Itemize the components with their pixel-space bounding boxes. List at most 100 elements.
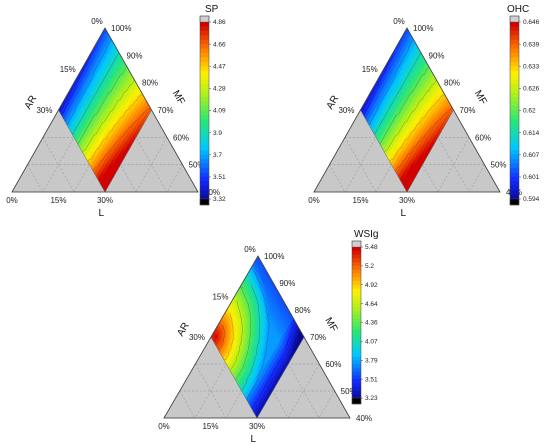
- contour-line: [77, 66, 127, 145]
- bottom-axis-title: L: [250, 434, 256, 444]
- grid-line: [287, 363, 320, 419]
- colorbar-swatch: [200, 145, 209, 151]
- colorbar-swatch: [352, 352, 361, 357]
- right-tick-label: 70%: [460, 106, 476, 115]
- right-axis-title: MF: [322, 316, 339, 334]
- colorbar-swatch: [200, 101, 209, 107]
- colorbar-swatch: [510, 119, 519, 125]
- apex-tick-label: 0%: [244, 245, 256, 254]
- right-tick-label: 100%: [111, 24, 131, 33]
- ternary-frame: [313, 27, 501, 193]
- colorbar-swatch: [510, 194, 519, 200]
- colorbar-swatch: [352, 367, 361, 373]
- contour-line: [368, 38, 414, 126]
- colorbar-swatch: [200, 83, 209, 89]
- grid-line: [318, 390, 335, 419]
- colorbar-swatch: [200, 141, 209, 147]
- contour-fill: [58, 27, 152, 193]
- contour-line: [72, 52, 120, 135]
- right-tick-label: 50%: [341, 387, 357, 396]
- colorbar-swatch: [510, 154, 519, 160]
- colorbar-swatch: [510, 132, 519, 138]
- colorbar: 0.646 0.639 0.633 0.626 0.62 0.614 0.607 0.601 0…: [507, 4, 540, 206]
- colorbar-swatch: [510, 26, 519, 32]
- colorbar-swatch: [352, 371, 361, 376]
- colorbar-title: OHC: [507, 4, 529, 15]
- colorbar-swatch: [510, 110, 519, 116]
- colorbar-swatch: [200, 132, 209, 138]
- colorbar-tick-label: 0.601: [523, 174, 540, 181]
- colorbar-title: WSIg: [354, 229, 378, 240]
- colorbar-tick-label: 0.639: [523, 41, 540, 48]
- colorbar-swatch: [510, 35, 519, 41]
- colorbar-overflow: [199, 15, 210, 23]
- colorbar-underflow: [199, 198, 210, 206]
- colorbar-swatch: [352, 292, 361, 297]
- contour-line: [395, 107, 453, 172]
- colorbar-tick-label: 3.51: [365, 376, 378, 383]
- right-tick-label: 80%: [295, 306, 311, 315]
- colorbar-swatch: [352, 360, 361, 365]
- colorbar-swatch: [510, 150, 519, 156]
- colorbar-swatch: [510, 101, 519, 107]
- right-tick-label: 50%: [189, 161, 205, 170]
- colorbar-tick-label: 0.633: [523, 63, 540, 70]
- contour-lines: [218, 270, 295, 409]
- colorbar-swatch: [200, 70, 209, 76]
- right-tick-label: 100%: [264, 252, 284, 261]
- ternary-frame: [11, 27, 199, 193]
- colorbar-swatch: [352, 341, 361, 346]
- bottom-tick-label: 30%: [399, 196, 415, 205]
- contour-fill: [210, 255, 305, 419]
- colorbar-swatch: [352, 303, 361, 308]
- colorbar-swatch: [510, 168, 519, 173]
- colorbar-swatch: [352, 265, 361, 271]
- colorbar-swatch: [352, 311, 361, 316]
- colorbar: 4.86 4.66 4.47 4.28 4.09 3.9 3.7 3.51 3.32 SP: [199, 4, 226, 206]
- colorbar-swatch: [510, 97, 519, 103]
- colorbar-swatch: [352, 345, 361, 350]
- colorbar-swatch: [200, 181, 209, 187]
- colorbar-tick-label: 5.48: [365, 244, 378, 251]
- right-tick-label: 80%: [444, 79, 460, 88]
- colorbar-swatch: [510, 88, 519, 94]
- right-tick-label: 40%: [204, 188, 220, 197]
- colorbar-tick-label: 3.7: [213, 152, 222, 159]
- right-tick-label: 90%: [279, 279, 295, 288]
- colorbar-swatch: [352, 382, 361, 388]
- contour-fill: [360, 27, 454, 193]
- colorbar-tick-label: 4.36: [365, 320, 378, 327]
- colorbar-swatch: [352, 330, 361, 335]
- bottom-tick-label: 0%: [158, 422, 170, 431]
- colorbar-swatch: [200, 57, 209, 63]
- colorbar-swatch: [200, 30, 209, 36]
- colorbar-swatch: [352, 356, 361, 361]
- apex-tick-label: 0%: [91, 17, 103, 26]
- colorbar-overflow: [509, 15, 520, 23]
- contour-line: [235, 285, 252, 381]
- colorbar-swatch: [200, 110, 209, 116]
- colorbar-title: SP: [205, 4, 219, 15]
- bottom-axis-title: L: [400, 208, 406, 219]
- left-tick-label: 15%: [362, 65, 378, 74]
- colorbar-swatch: [200, 26, 209, 32]
- colorbar-swatch: [352, 318, 361, 324]
- colorbar-tick-label: 0.607: [523, 152, 540, 159]
- grid-line: [42, 137, 75, 193]
- colorbar: 5.48 5.2 4.92 4.64 4.36 4.07 3.79 3.51 3.23 WSIg: [351, 229, 378, 405]
- colorbar-swatch: [200, 48, 209, 54]
- colorbar-swatch: [510, 61, 519, 67]
- colorbar-swatch: [510, 44, 519, 50]
- colorbar-tick-label: 5.2: [365, 263, 374, 270]
- colorbar-swatch: [200, 39, 209, 45]
- grid-line: [329, 164, 346, 193]
- colorbar-swatch: [200, 66, 209, 72]
- colorbar-swatch: [200, 190, 209, 196]
- colorbar-swatch: [200, 52, 209, 58]
- colorbar-swatch: [200, 61, 209, 67]
- contour-line: [223, 312, 234, 361]
- grid-line: [468, 164, 485, 193]
- right-tick-label: 40%: [356, 414, 372, 423]
- contour-line: [218, 324, 225, 351]
